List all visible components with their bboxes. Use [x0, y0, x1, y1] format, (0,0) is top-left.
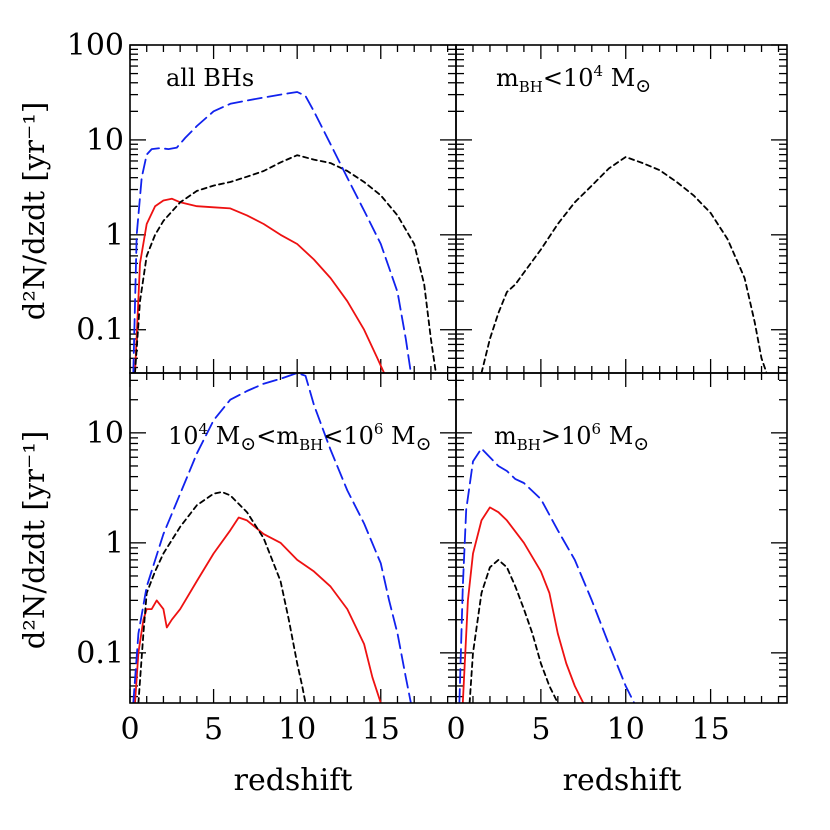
- panel-all: 100 10 1 0.1 all BHs: [67, 28, 457, 374]
- x-tick-label: 0: [446, 712, 465, 747]
- y-tick-label: 100: [67, 28, 124, 63]
- y-tick-label: 10: [86, 123, 124, 158]
- panel-high: 0 5 10 15 mBH>106 M⊙: [446, 372, 788, 747]
- series-blue-mid: [132, 373, 412, 703]
- panel-label-all: all BHs: [166, 64, 254, 92]
- x-axis-title-right: redshift: [563, 763, 682, 798]
- series-red-mid: [134, 516, 382, 703]
- series-black-low: [480, 156, 768, 373]
- panel-mid: 10 1 0.1 0 5 10 15 104 M⊙<mBH<106 M⊙: [76, 372, 457, 747]
- x-tick-label: 10: [607, 712, 645, 747]
- panel-low: mBH<104 M⊙: [455, 44, 788, 374]
- y-tick-label: 0.1: [76, 313, 124, 348]
- y-axis-title-bottom: d²N/dzdt [yr⁻¹]: [17, 431, 51, 649]
- y-tick-label: 10: [86, 416, 124, 451]
- plot-frame: [455, 44, 788, 374]
- y-tick-label: 1: [105, 526, 124, 561]
- plot-frame: [129, 44, 457, 374]
- series-red-all: [134, 197, 386, 373]
- x-tick-label: 0: [120, 712, 139, 747]
- series-black-all: [134, 154, 437, 373]
- y-tick-label: 0.1: [76, 636, 124, 671]
- plot-frame: [455, 372, 788, 704]
- series-black-high: [468, 559, 559, 703]
- x-tick-label: 15: [362, 712, 400, 747]
- y-axis-title-top: d²N/dzdt [yr⁻¹]: [17, 102, 51, 320]
- series-blue-all: [132, 91, 412, 373]
- panel-label-high: mBH>106 M⊙: [494, 420, 649, 455]
- x-tick-label: 10: [278, 712, 316, 747]
- series-black-mid: [137, 491, 307, 703]
- series-blue-high: [458, 447, 636, 703]
- panel-label-low: mBH<104 M⊙: [496, 62, 651, 97]
- panel-label-mid: 104 M⊙<mBH<106 M⊙: [168, 420, 432, 455]
- x-axis-title-left: redshift: [234, 763, 353, 798]
- x-tick-label: 15: [692, 712, 730, 747]
- series-red-high: [461, 506, 585, 703]
- x-tick-label: 5: [204, 712, 223, 747]
- y-tick-label: 1: [105, 218, 124, 253]
- x-tick-label: 5: [531, 712, 550, 747]
